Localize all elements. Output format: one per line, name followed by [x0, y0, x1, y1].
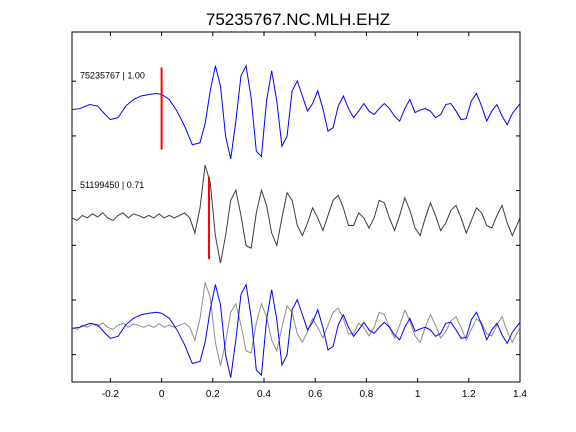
x-tick-label: 0.6 [308, 389, 322, 400]
trace-label-75235767: 75235767 | 1.00 [80, 70, 145, 80]
tick-labels: -0.2 0 0.2 0.4 0.6 0.8 1 1.2 1.4 [102, 389, 528, 400]
x-tick-label: 0.8 [359, 389, 373, 400]
overlay-trace-gray [71, 282, 521, 366]
pick-markers [160, 67, 210, 259]
waveform-trace-75235767 [71, 64, 521, 159]
x-tick-label: 1 [415, 389, 421, 400]
x-tick-label: 0 [159, 389, 165, 400]
waveform-trace-51199450 [71, 164, 521, 264]
plot-area: -0.2 0 0.2 0.4 0.6 0.8 1 1.2 1.4 75235767 | 1.00… [71, 31, 528, 400]
waveform-traces [71, 64, 521, 378]
trace-labels: 75235767 | 1.00 51199450 | 0.71 [80, 70, 145, 189]
x-tick-label: -0.2 [102, 389, 120, 400]
x-tick-label: 0.2 [206, 389, 220, 400]
tick-marks [72, 32, 521, 382]
x-tick-label: 0.4 [257, 389, 271, 400]
axes-box [71, 31, 521, 383]
overlay-trace-blue [71, 282, 521, 378]
trace-label-51199450: 51199450 | 0.71 [80, 180, 144, 190]
x-tick-label: 1.4 [513, 389, 527, 400]
x-tick-label: 1.2 [462, 389, 476, 400]
chart-title: 75235767.NC.MLH.EHZ [206, 10, 390, 29]
